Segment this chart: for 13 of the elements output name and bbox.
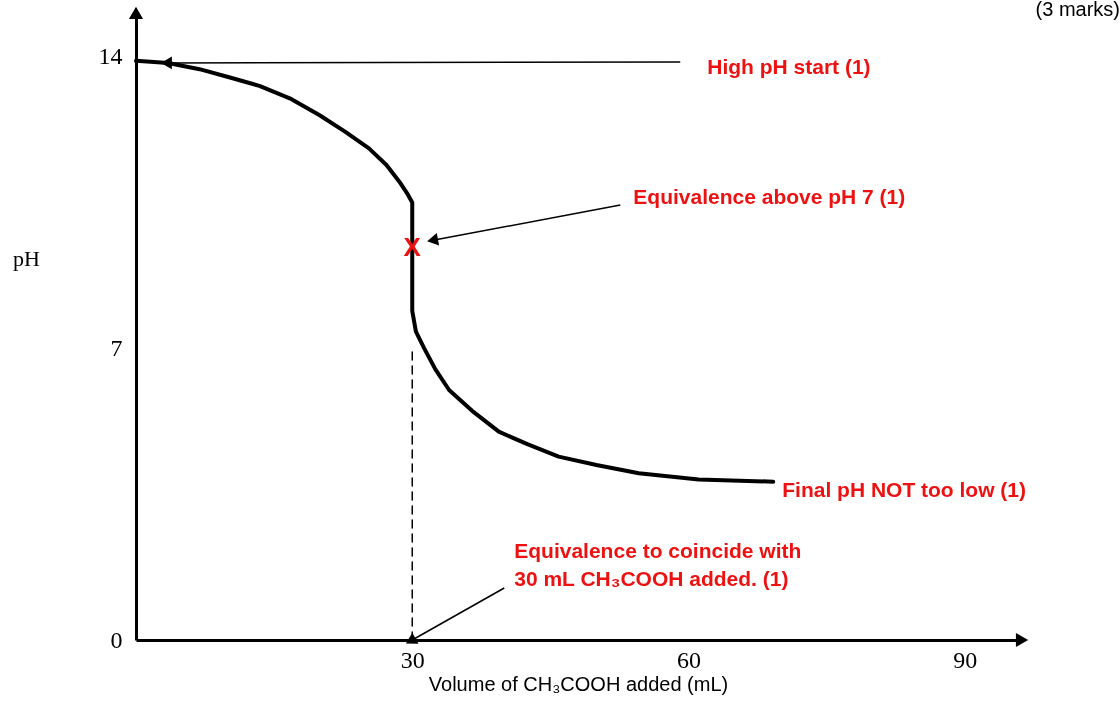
annotation: Equivalence above pH 7 (1)	[633, 185, 906, 208]
annotation: Final pH NOT too low (1)	[782, 477, 1027, 501]
y-axis-title: pH	[13, 245, 41, 271]
annotation: Equivalence to coincide with 30 mL CH₃COOH added. (1)	[514, 539, 802, 590]
text: (3 marks)	[1035, 0, 1120, 20]
x-tick-label: 60	[677, 646, 701, 673]
y-tick-label: 0	[110, 626, 123, 653]
y-tick-label: 14	[98, 43, 123, 70]
y-tick-label: 7	[110, 334, 123, 361]
x-tick-label: 30	[400, 646, 425, 673]
annotation: High pH start (1)	[707, 54, 871, 78]
x-tick-label: 90	[953, 646, 978, 673]
x-axis-title: Volume of CH₃COOH added (mL)	[428, 672, 729, 695]
